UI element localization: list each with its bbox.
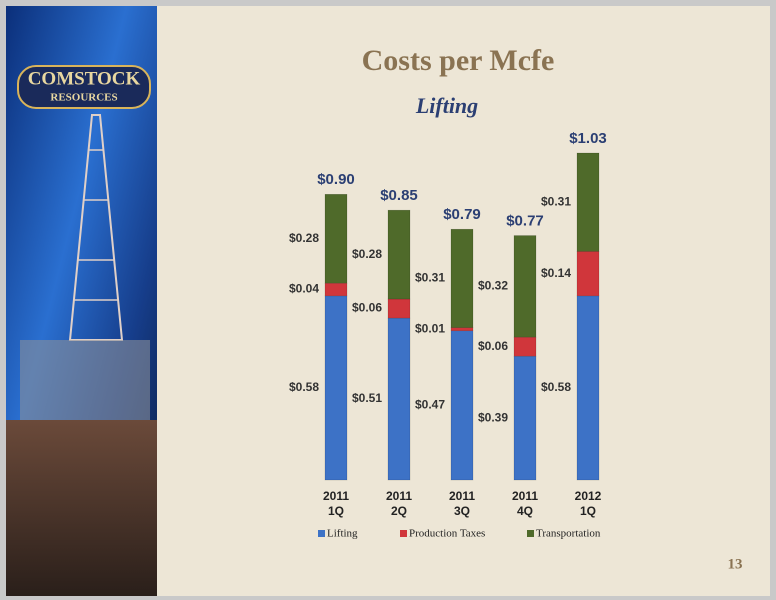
x-tick-label: 1Q: [328, 504, 344, 518]
logo-text: COMSTOCK: [28, 68, 141, 89]
bar-segment: [450, 327, 474, 332]
rig-base: [20, 340, 150, 420]
bar-segment: [324, 194, 348, 284]
value-label: $0.58: [541, 380, 571, 394]
bar-segment: [387, 209, 411, 300]
value-label: $0.32: [478, 279, 508, 293]
logo-box: [17, 65, 151, 109]
legend-swatch: [527, 530, 534, 537]
x-tick-label: 2Q: [391, 504, 407, 518]
value-label: $0.51: [352, 391, 382, 405]
logo-text: RESOURCES: [50, 92, 117, 104]
page-number: 13: [728, 556, 743, 572]
value-label: $0.31: [415, 271, 445, 285]
value-label: $0.28: [289, 231, 319, 245]
x-tick-label: 4Q: [517, 504, 533, 518]
value-label: $0.01: [415, 321, 445, 335]
value-label: $0.58: [289, 380, 319, 394]
total-label: $1.03: [569, 130, 607, 147]
bar-segment: [324, 282, 348, 297]
value-label: $0.31: [541, 194, 571, 208]
x-tick-label: 1Q: [580, 504, 596, 518]
bar-segment: [576, 152, 600, 252]
x-tick-label: 2011: [386, 489, 412, 503]
value-label: $0.47: [415, 398, 445, 412]
bar-segment: [576, 295, 600, 481]
legend-swatch: [400, 530, 407, 537]
total-label: $0.79: [443, 206, 481, 223]
legend-swatch: [318, 530, 325, 537]
legend-label: Lifting: [327, 528, 358, 540]
x-tick-label: 2011: [512, 489, 538, 503]
x-tick-label: 2011: [323, 489, 349, 503]
x-tick-label: 2012: [575, 489, 602, 503]
legend-label: Transportation: [536, 528, 601, 540]
side-ground: [6, 420, 157, 596]
bar-segment: [513, 336, 537, 357]
legend-label: Production Taxes: [409, 528, 485, 540]
value-label: $0.06: [478, 339, 508, 353]
value-label: $0.04: [289, 282, 319, 296]
chart-subtitle: Lifting: [415, 93, 478, 118]
total-label: $0.85: [380, 187, 418, 204]
bar-segment: [450, 330, 474, 481]
rig-struts: [74, 149, 118, 301]
bar-segment: [387, 317, 411, 481]
value-label: $0.39: [478, 410, 508, 424]
bar-segment: [450, 228, 474, 328]
chart-title: Costs per Mcfe: [362, 44, 555, 77]
bar-segment: [513, 235, 537, 338]
bar-segment: [576, 251, 600, 297]
value-label: $0.14: [541, 266, 571, 280]
bar-segment: [324, 295, 348, 481]
value-label: $0.28: [352, 247, 382, 261]
bar-segment: [513, 355, 537, 481]
total-label: $0.77: [506, 213, 544, 230]
value-label: $0.06: [352, 301, 382, 315]
bar-segment: [387, 298, 411, 319]
plot: $0.58$0.04$0.28$0.9020111Q$0.51$0.06$0.2…: [289, 130, 607, 540]
x-tick-label: 2011: [449, 489, 475, 503]
total-label: $0.90: [317, 171, 355, 188]
x-tick-label: 3Q: [454, 504, 470, 518]
